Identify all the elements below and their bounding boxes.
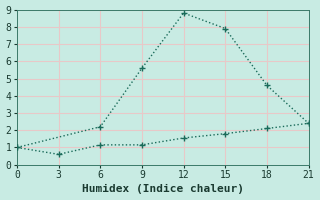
X-axis label: Humidex (Indice chaleur): Humidex (Indice chaleur)	[82, 184, 244, 194]
